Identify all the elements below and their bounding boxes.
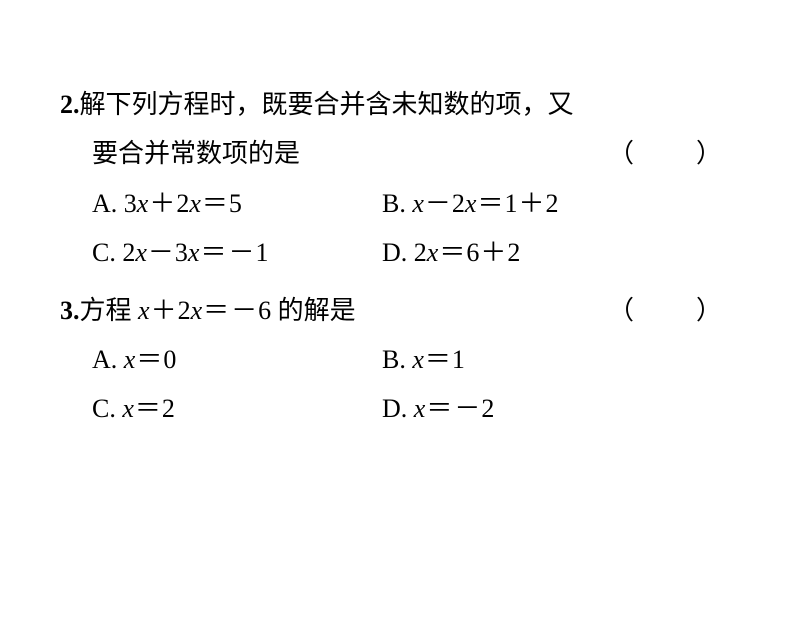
option-c-label: C. — [92, 238, 116, 267]
option-c-expr: x＝2 — [122, 394, 175, 423]
question-3-option-a: A. x＝0 — [92, 335, 382, 384]
question-2-option-a: A. 3x＋2x＝5 — [92, 179, 382, 228]
paren-open: （ — [608, 139, 636, 168]
question-2-text-line1: 解下列方程时，既要合并含未知数的项，又 — [80, 80, 735, 129]
question-2-option-c: C. 2x－3x＝－1 — [92, 228, 382, 277]
question-2-options-row2: C. 2x－3x＝－1 D. 2x＝6＋2 — [60, 228, 734, 277]
question-2-line2: 要合并常数项的是 （） — [60, 129, 734, 178]
option-b-label: B. — [382, 345, 406, 374]
option-c-label: C. — [92, 394, 116, 423]
question-2-option-b: B. x－2x＝1＋2 — [382, 179, 734, 228]
option-a-expr: 3x＋2x＝5 — [124, 189, 242, 218]
question-3-suffix: 的解是 — [271, 296, 356, 325]
question-3-option-b: B. x＝1 — [382, 335, 734, 384]
paren-open: （ — [608, 296, 636, 325]
option-d-expr: x＝－2 — [414, 394, 495, 423]
question-2-line1: 2. 解下列方程时，既要合并含未知数的项，又 — [60, 80, 734, 129]
question-2-number: 2. — [60, 80, 80, 129]
question-2-option-d: D. 2x＝6＋2 — [382, 228, 734, 277]
question-3-prefix: 方程 — [80, 296, 139, 325]
question-3-text: 方程 x＋2x＝－6 的解是 — [80, 286, 608, 335]
paren-close: ） — [696, 139, 724, 168]
paren-close: ） — [696, 296, 724, 325]
question-2-text-line2: 要合并常数项的是 — [92, 129, 608, 178]
question-3: 3. 方程 x＋2x＝－6 的解是 （） A. x＝0 B. x＝1 C. x＝… — [60, 286, 734, 434]
question-3-option-c: C. x＝2 — [92, 384, 382, 433]
option-d-expr: 2x＝6＋2 — [414, 238, 521, 267]
question-3-options-row1: A. x＝0 B. x＝1 — [60, 335, 734, 384]
option-d-label: D. — [382, 238, 407, 267]
question-3-option-d: D. x＝－2 — [382, 384, 734, 433]
question-2-answer-paren: （） — [608, 129, 724, 178]
question-2-options-row1: A. 3x＋2x＝5 B. x－2x＝1＋2 — [60, 179, 734, 228]
option-a-label: A. — [92, 345, 117, 374]
option-b-expr: x＝1 — [412, 345, 465, 374]
question-3-number: 3. — [60, 286, 80, 335]
question-2: 2. 解下列方程时，既要合并含未知数的项，又 要合并常数项的是 （） A. 3x… — [60, 80, 734, 278]
question-3-expr: x＋2x＝－6 — [138, 296, 271, 325]
option-a-label: A. — [92, 189, 117, 218]
option-d-label: D. — [382, 394, 407, 423]
option-c-expr: 2x－3x＝－1 — [122, 238, 268, 267]
question-3-answer-paren: （） — [608, 286, 724, 335]
question-3-options-row2: C. x＝2 D. x＝－2 — [60, 384, 734, 433]
option-b-label: B. — [382, 189, 406, 218]
option-a-expr: x＝0 — [124, 345, 177, 374]
question-3-line: 3. 方程 x＋2x＝－6 的解是 （） — [60, 286, 734, 335]
option-b-expr: x－2x＝1＋2 — [412, 189, 558, 218]
